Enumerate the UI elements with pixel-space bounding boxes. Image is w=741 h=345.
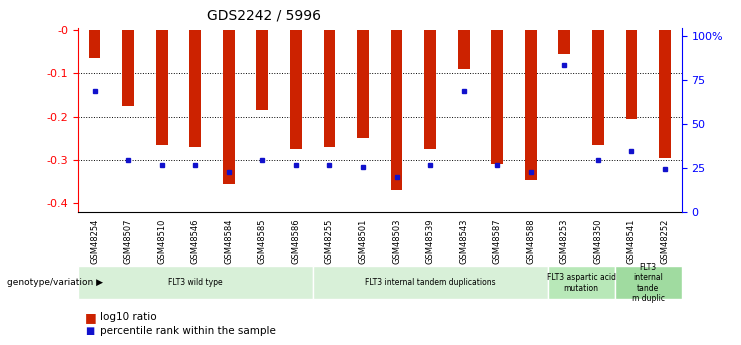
Text: log10 ratio: log10 ratio <box>100 313 156 322</box>
Bar <box>458 30 470 69</box>
Bar <box>592 30 604 145</box>
Bar <box>491 30 503 165</box>
Bar <box>548 266 614 299</box>
Text: genotype/variation ▶: genotype/variation ▶ <box>7 278 104 287</box>
Text: FLT3 internal tandem duplications: FLT3 internal tandem duplications <box>365 278 496 287</box>
Bar <box>525 30 536 180</box>
Text: GDS2242 / 5996: GDS2242 / 5996 <box>207 9 322 23</box>
Text: percentile rank within the sample: percentile rank within the sample <box>100 326 276 336</box>
Bar <box>223 30 235 184</box>
Bar <box>559 30 570 54</box>
Bar <box>357 30 369 138</box>
Text: ■: ■ <box>85 311 97 324</box>
Bar <box>625 30 637 119</box>
Text: FLT3
internal
tande
m duplic: FLT3 internal tande m duplic <box>631 263 665 303</box>
Bar <box>78 266 313 299</box>
Bar <box>156 30 167 145</box>
Bar <box>89 30 101 58</box>
Bar <box>256 30 268 110</box>
Bar <box>659 30 671 158</box>
Bar <box>122 30 134 106</box>
Bar <box>324 30 336 147</box>
Bar <box>190 30 201 147</box>
Text: FLT3 wild type: FLT3 wild type <box>168 278 222 287</box>
Bar <box>313 266 548 299</box>
Text: FLT3 aspartic acid
mutation: FLT3 aspartic acid mutation <box>547 273 616 293</box>
Bar <box>614 266 682 299</box>
Bar <box>290 30 302 149</box>
Bar <box>424 30 436 149</box>
Text: ■: ■ <box>85 326 94 336</box>
Bar <box>391 30 402 190</box>
